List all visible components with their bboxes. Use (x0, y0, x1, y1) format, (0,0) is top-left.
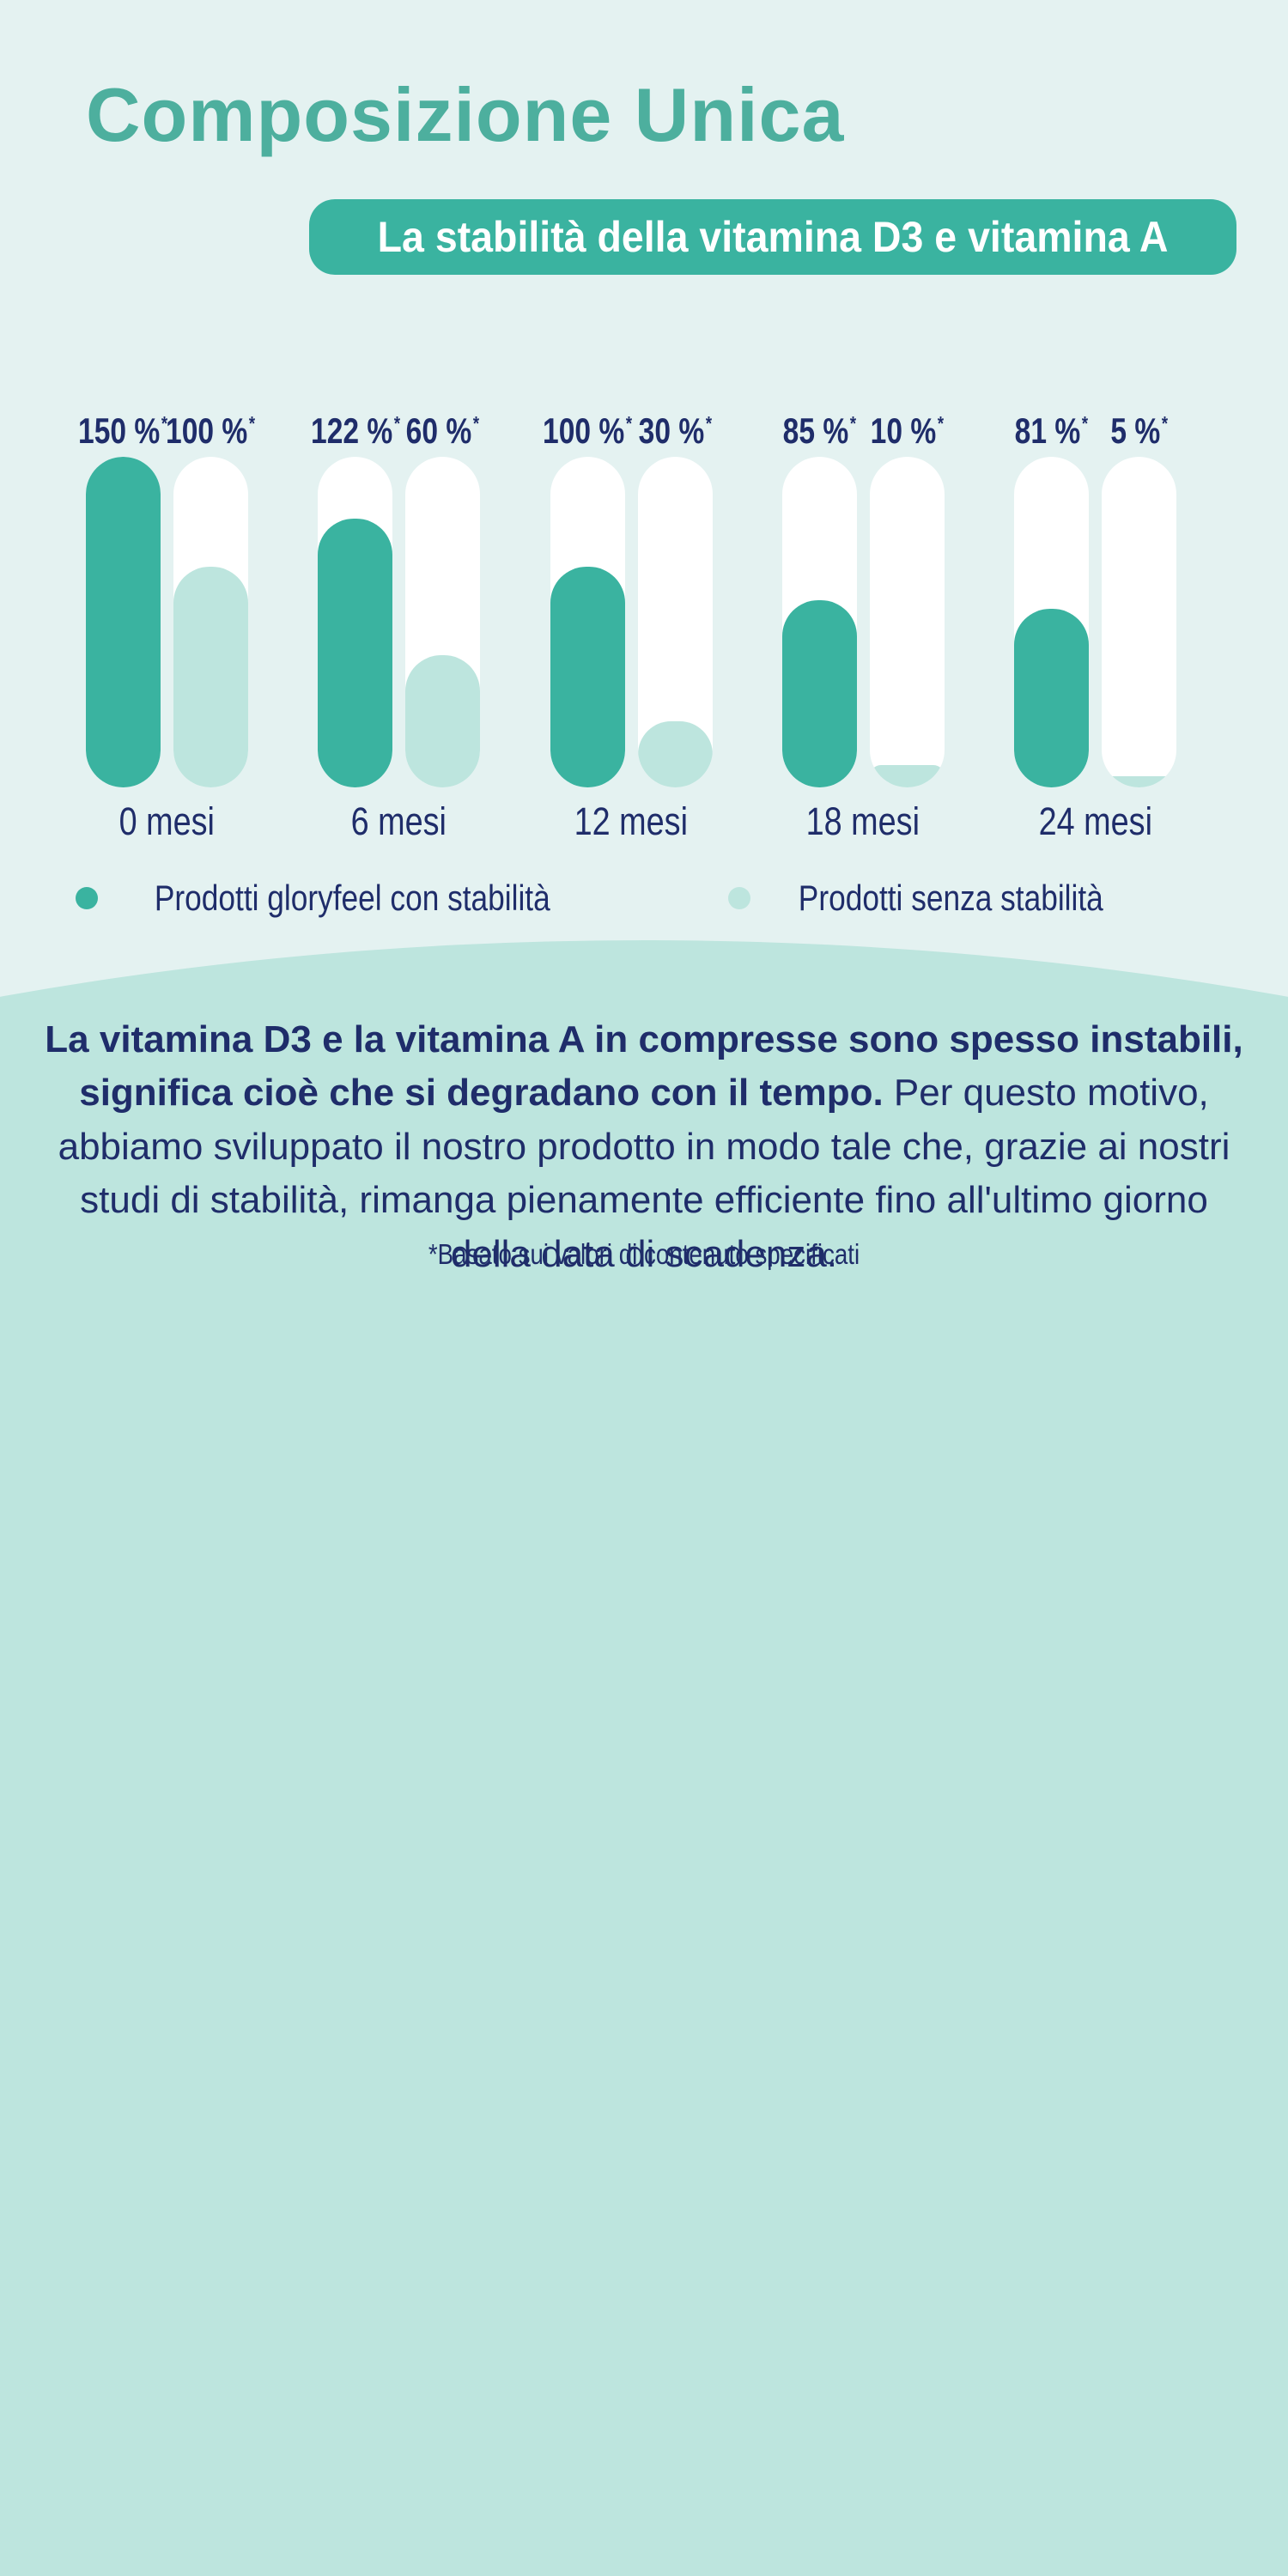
footnote-marker: * (705, 412, 712, 435)
bar-fill (869, 765, 945, 787)
value-label: 85 %* (782, 410, 856, 451)
bar-gloryfeel (318, 457, 393, 787)
value-label: 60 %* (406, 410, 480, 451)
bar-senza-stabilita (1102, 457, 1176, 787)
legend-item-senza: Prodotti senza stabilità (728, 878, 1133, 919)
value-label: 30 %* (638, 410, 712, 451)
bar-gloryfeel (1014, 457, 1089, 787)
bar-group: 122 %* 60 %* 6 mesi (310, 402, 481, 844)
bar-senza-stabilita (869, 457, 945, 787)
bar-fill (405, 655, 481, 787)
bar-group: 85 %* 10 %* 18 mesi (781, 402, 945, 844)
category-label: 24 mesi (1038, 799, 1152, 843)
bar-gloryfeel (86, 457, 161, 787)
bar-group: 100 %* 30 %* 12 mesi (542, 402, 713, 844)
value-label: 100 %* (542, 410, 633, 451)
value-label: 100 %* (166, 410, 256, 451)
footnote-marker: * (625, 412, 633, 435)
legend-dot-light-icon (728, 887, 750, 909)
footnote-marker: * (1082, 412, 1089, 435)
bar-fill (1014, 609, 1089, 787)
category-label: 6 mesi (351, 799, 447, 843)
page-title: Composizione Unica (86, 72, 845, 157)
bar-senza-stabilita (173, 457, 248, 787)
bar-fill (318, 518, 393, 787)
bar-fill (781, 599, 857, 787)
value-label: 122 %* (310, 410, 400, 451)
bar-fill (1102, 776, 1176, 787)
bar-senza-stabilita (405, 457, 481, 787)
legend-label: Prodotti gloryfeel con stabilità (154, 878, 550, 918)
bar-fill (86, 457, 161, 787)
bar-fill (637, 721, 713, 787)
footnote-marker: * (393, 412, 400, 435)
bar-chart: 150 %* 100 %* 0 mesi 122 %* 60 %* 6 mesi 100 %… (78, 402, 1176, 844)
bar-gloryfeel (550, 457, 625, 787)
footnote-marker: * (1161, 412, 1168, 435)
value-label: 5 %* (1110, 410, 1168, 451)
footnote-marker: * (937, 412, 944, 435)
category-label: 18 mesi (806, 799, 920, 843)
footnote-marker: * (849, 412, 856, 435)
subtitle-badge: La stabilità della vitamina D3 e vitamin… (309, 199, 1236, 275)
bar-group: 81 %* 5 %* 24 mesi (1014, 402, 1176, 844)
footnote-marker: * (161, 412, 168, 435)
value-label: 81 %* (1014, 410, 1089, 451)
legend-label: Prodotti senza stabilità (798, 878, 1103, 918)
bar-gloryfeel (781, 457, 857, 787)
legend-dot-teal-icon (76, 887, 98, 909)
subtitle-text: La stabilità della vitamina D3 e vitamin… (377, 213, 1169, 261)
footnote-marker: * (249, 412, 256, 435)
category-label: 12 mesi (574, 799, 689, 843)
description-paragraph: La vitamina D3 e la vitamina A in compre… (43, 1013, 1245, 1281)
description-bold-text: La vitamina D3 e la vitamina A in compre… (45, 1018, 1243, 1115)
bar-fill (550, 567, 625, 787)
value-label: 10 %* (870, 410, 944, 451)
bar-group: 150 %* 100 %* 0 mesi (78, 402, 256, 844)
bar-senza-stabilita (637, 457, 713, 787)
footnote: *Basato sui valori di contenuto specific… (428, 1238, 860, 1270)
footnote-marker: * (473, 412, 480, 435)
bar-fill (173, 567, 248, 787)
description-regular-text: Per questo motivo, abbiamo sviluppato il… (58, 1072, 1230, 1275)
value-label: 150 %* (78, 410, 168, 451)
category-label: 0 mesi (118, 799, 216, 843)
legend-item-gloryfeel: Prodotti gloryfeel con stabilità (76, 878, 588, 919)
